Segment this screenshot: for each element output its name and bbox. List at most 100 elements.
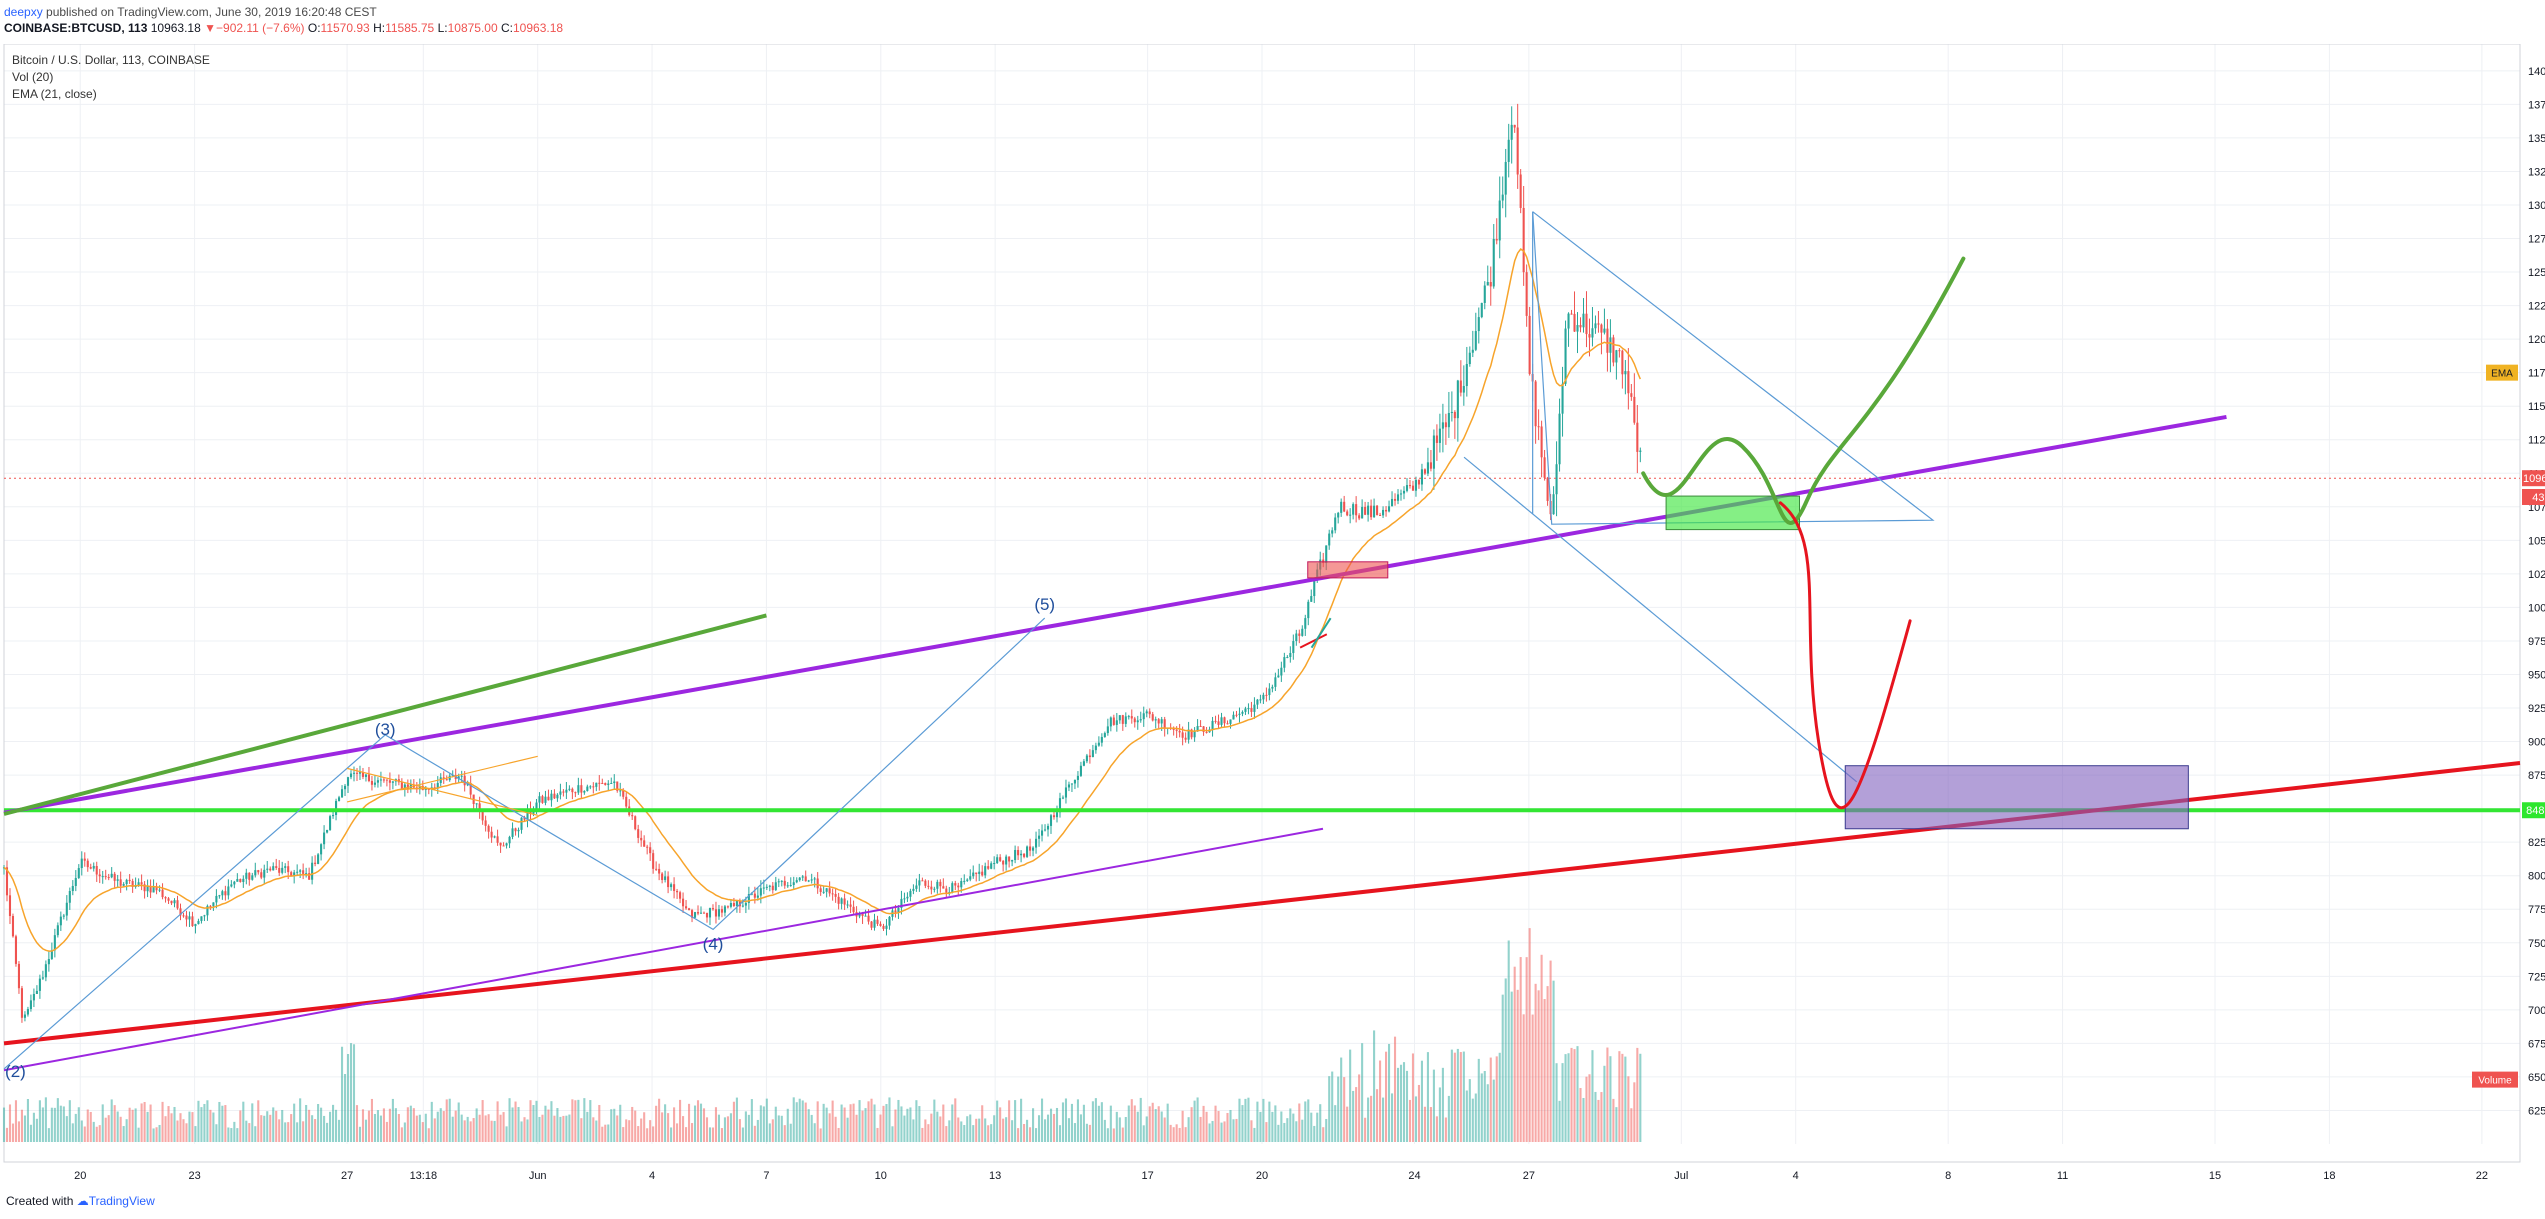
candle-body (568, 788, 571, 790)
candle-body (1370, 505, 1373, 518)
candle-body (631, 815, 634, 817)
candle-body (1435, 435, 1438, 443)
volume-bar (1513, 966, 1516, 1142)
volume-bar (1142, 1125, 1145, 1142)
candle-body (1058, 798, 1062, 813)
legend-volume[interactable]: Vol (20) (12, 70, 54, 84)
volume-bar (1337, 1076, 1340, 1142)
volume-bar (556, 1108, 559, 1142)
candle-body (768, 885, 771, 887)
candle-body (137, 882, 140, 886)
volume-bar (1172, 1127, 1175, 1142)
volume-bar (1112, 1128, 1115, 1142)
candle-body (903, 898, 906, 900)
volume-bar (1064, 1098, 1068, 1142)
tradingview-logo-icon[interactable]: ☁ (76, 1194, 89, 1208)
candle-body (200, 916, 203, 921)
candle-body (1420, 469, 1423, 485)
current-price-tag-bg (2522, 470, 2545, 487)
candle-body (260, 872, 263, 878)
candle-body (1115, 720, 1118, 725)
volume-bar (119, 1116, 122, 1142)
volume-bar (245, 1120, 248, 1142)
volume-bar (682, 1116, 685, 1142)
volume-bar (1199, 1116, 1202, 1142)
volume-bar (544, 1105, 547, 1142)
volume-bar (658, 1098, 661, 1142)
candle-body (1444, 422, 1447, 428)
volume-bar (1402, 1062, 1406, 1142)
candle-body (858, 913, 861, 917)
volume-bar (385, 1121, 388, 1142)
candle-body (1217, 721, 1220, 725)
volume-bar (221, 1105, 224, 1142)
volume-bar (613, 1108, 616, 1142)
volume-bar (505, 1126, 508, 1142)
candle-body (619, 790, 622, 792)
x-tick-label: 27 (341, 1170, 353, 1182)
volume-bar (607, 1124, 610, 1142)
volume-bar (792, 1097, 795, 1142)
symbol-label: COINBASE:BTCUSD, 113 (4, 21, 148, 35)
candle-body (1555, 464, 1558, 495)
candle-body (68, 891, 71, 903)
candle-body (11, 916, 15, 937)
candle-body (167, 898, 170, 901)
volume-bar (1522, 1014, 1525, 1142)
volume-bar (619, 1104, 622, 1142)
volume-bar (936, 1111, 939, 1142)
candle-body (475, 803, 478, 805)
candle-body (1121, 715, 1124, 724)
volume-bar (1579, 1088, 1582, 1142)
candle-body (1417, 479, 1421, 485)
candle-body (1008, 856, 1011, 862)
candle-body (26, 1009, 29, 1015)
volume-bar (1247, 1097, 1250, 1142)
volume-bar (1286, 1118, 1289, 1142)
candle-body (762, 887, 765, 889)
candle-body (517, 829, 520, 832)
candle-body (424, 788, 427, 790)
volume-bar (807, 1109, 810, 1142)
volume-bar (1118, 1117, 1121, 1142)
candle-body (1148, 711, 1151, 715)
price-chart[interactable]: 6250.00 6500.00 6750.00 7000.00 7250.00 7500.… (0, 44, 2545, 1192)
candle-body (218, 895, 221, 897)
candle-body (1289, 653, 1292, 657)
volume-bar (95, 1126, 98, 1142)
volume-bar (1603, 1065, 1606, 1142)
volume-bar (1420, 1060, 1423, 1142)
candle-body (1133, 718, 1136, 723)
volume-bar (1367, 1097, 1370, 1142)
author-link[interactable]: deepxy (4, 5, 43, 19)
x-tick-label: Jul (1674, 1170, 1688, 1182)
volume-bar (843, 1107, 846, 1142)
candle-body (1582, 313, 1585, 328)
volume-bar (685, 1127, 688, 1142)
volume-bar (667, 1113, 670, 1142)
candle-body (1040, 830, 1044, 836)
volume-bar (1052, 1113, 1056, 1142)
candle-body (305, 873, 308, 875)
candle-body (230, 884, 233, 887)
y-tick-label: 13250.00 (2528, 166, 2545, 178)
volume-bar (550, 1101, 553, 1142)
candle-body (1163, 719, 1166, 729)
candle-body (789, 885, 792, 887)
legend-ema[interactable]: EMA (21, close) (12, 87, 97, 101)
x-tick-label: 4 (649, 1170, 655, 1182)
volume-bar (526, 1119, 529, 1142)
volume-bar (1310, 1112, 1313, 1142)
volume-bar (1582, 1098, 1585, 1142)
volume-bar (1373, 1030, 1376, 1142)
volume-bar (1040, 1098, 1044, 1142)
volume-bar (625, 1119, 628, 1142)
candle-body (38, 978, 41, 991)
volume-bar (1543, 999, 1546, 1142)
resistance-zone-red (1307, 561, 1389, 579)
candle-body (1474, 331, 1477, 350)
tradingview-brand[interactable]: TradingView (88, 1194, 155, 1208)
chart-header: deepxy published on TradingView.com, Jun… (4, 4, 2534, 40)
candle-body (1271, 686, 1274, 689)
volume-bar (592, 1117, 595, 1142)
